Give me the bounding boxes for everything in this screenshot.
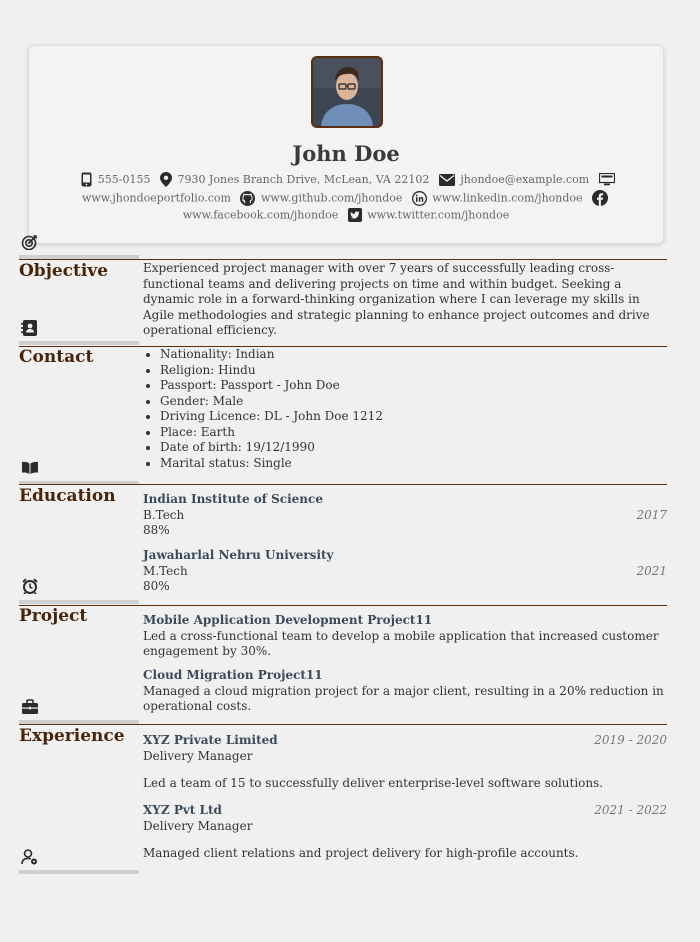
linkedin-link[interactable]: www.linkedin.com/jhondoe xyxy=(432,191,583,205)
project-section: Project Mobile Application Development P… xyxy=(19,578,667,718)
section-rule xyxy=(19,605,667,606)
address-text: 7930 Jones Branch Drive, McLean, VA 2210… xyxy=(177,173,430,186)
linkedin-icon xyxy=(411,190,427,206)
contact-line-1: 555-0155 7930 Jones Branch Drive, McLean… xyxy=(29,172,663,187)
objective-text: Experienced project manager with over 7 … xyxy=(143,261,650,337)
contact-details: Nationality: Indian Religion: Hindu Pass… xyxy=(143,347,667,471)
contact-title: Contact xyxy=(19,347,94,367)
person-name: John Doe xyxy=(292,141,400,166)
list-item: Nationality: Indian xyxy=(160,347,667,363)
experience-section: Experience XYZ Private Limited 2019 - 20… xyxy=(19,699,667,879)
project-name: Mobile Application Development Project11 xyxy=(143,613,433,627)
project-title: Project xyxy=(19,606,88,626)
job-role: Delivery Manager xyxy=(143,748,253,763)
school-name: Indian Institute of Science xyxy=(143,492,323,506)
github-icon xyxy=(240,190,256,206)
location-pin-icon xyxy=(160,172,173,187)
education-entry: Jawaharlal Nehru University M.Tech 2021 … xyxy=(143,548,667,595)
project-description: Led a cross-functional team to develop a… xyxy=(143,628,659,659)
job-description: Led a team of 15 to successfully deliver… xyxy=(143,776,604,790)
experience-entry: XYZ Pvt Ltd 2021 - 2022 Delivery Manager… xyxy=(143,803,667,862)
phone-text[interactable]: 555-0155 xyxy=(97,173,151,186)
avatar xyxy=(311,56,383,128)
job-role: Delivery Manager xyxy=(143,818,253,833)
email-text[interactable]: jhondoe@example.com xyxy=(460,173,590,186)
avatar-photo-icon xyxy=(313,58,381,126)
section-rule xyxy=(19,724,667,725)
contact-line-2: www.jhondoeportfolio.com www.github.com/… xyxy=(29,190,663,206)
section-bar xyxy=(19,870,139,874)
graduation-year: 2021 xyxy=(636,564,667,578)
education-section: Education Indian Institute of Science B.… xyxy=(19,460,667,600)
alarm-clock-icon xyxy=(22,578,38,594)
section-bar xyxy=(19,720,139,724)
github-link[interactable]: www.github.com/jhondoe xyxy=(260,191,403,205)
section-bar xyxy=(19,255,139,259)
email-icon xyxy=(438,173,455,186)
facebook-icon xyxy=(592,190,609,206)
portfolio-link[interactable]: www.jhondoeportfolio.com xyxy=(81,191,231,205)
monitor-icon xyxy=(598,173,615,186)
open-book-icon xyxy=(22,461,38,474)
degree: B.Tech xyxy=(143,507,185,522)
list-item: Religion: Hindu xyxy=(160,363,667,379)
section-rule xyxy=(19,259,667,260)
list-item: Marital status: Single xyxy=(160,456,667,472)
header-card: John Doe 555-0155 7930 Jones Branch Driv… xyxy=(28,45,664,244)
degree: M.Tech xyxy=(143,563,188,578)
user-cog-icon xyxy=(21,849,37,865)
project-entry: Mobile Application Development Project11… xyxy=(143,613,667,660)
objective-title: Objective xyxy=(19,261,109,281)
project-name: Cloud Migration Project11 xyxy=(143,668,323,682)
contact-section: Contact Nationality: Indian Religion: Hi… xyxy=(19,320,667,484)
experience-title: Experience xyxy=(19,726,125,746)
graduation-year: 2017 xyxy=(636,508,667,522)
project-entry: Cloud Migration Project11 Managed a clou… xyxy=(143,668,667,715)
score: 88% xyxy=(143,523,170,537)
list-item: Gender: Male xyxy=(160,394,667,410)
company-name: XYZ Pvt Ltd xyxy=(143,803,222,817)
section-bar xyxy=(19,600,139,604)
target-icon xyxy=(21,235,37,250)
contact-line-3: www.facebook.com/jhondoe www.twitter.com… xyxy=(29,208,663,222)
project-description: Managed a cloud migration project for a … xyxy=(143,683,664,714)
company-name: XYZ Private Limited xyxy=(143,733,278,747)
section-rule xyxy=(19,484,667,485)
list-item: Date of birth: 19/12/1990 xyxy=(160,440,667,456)
school-name: Jawaharlal Nehru University xyxy=(143,548,334,562)
list-item: Place: Earth xyxy=(160,425,667,441)
education-title: Education xyxy=(19,486,116,506)
section-bar xyxy=(19,341,139,345)
education-entry: Indian Institute of Science B.Tech 2017 … xyxy=(143,492,667,539)
twitter-link[interactable]: www.twitter.com/jhondoe xyxy=(367,208,510,222)
section-bar xyxy=(19,481,139,485)
objective-section: Objective Experienced project manager wi… xyxy=(19,234,667,340)
section-rule xyxy=(19,346,667,347)
phone-icon xyxy=(81,172,92,187)
employment-period: 2021 - 2022 xyxy=(594,803,667,817)
address-book-icon xyxy=(21,320,37,336)
employment-period: 2019 - 2020 xyxy=(594,733,667,747)
list-item: Driving Licence: DL - John Doe 1212 xyxy=(160,409,667,425)
twitter-icon xyxy=(347,208,362,222)
facebook-link[interactable]: www.facebook.com/jhondoe xyxy=(182,208,339,222)
score: 80% xyxy=(143,579,170,593)
experience-entry: XYZ Private Limited 2019 - 2020 Delivery… xyxy=(143,733,667,792)
list-item: Passport: Passport - John Doe xyxy=(160,378,667,394)
job-description: Managed client relations and project del… xyxy=(143,846,579,860)
briefcase-icon xyxy=(22,699,38,714)
